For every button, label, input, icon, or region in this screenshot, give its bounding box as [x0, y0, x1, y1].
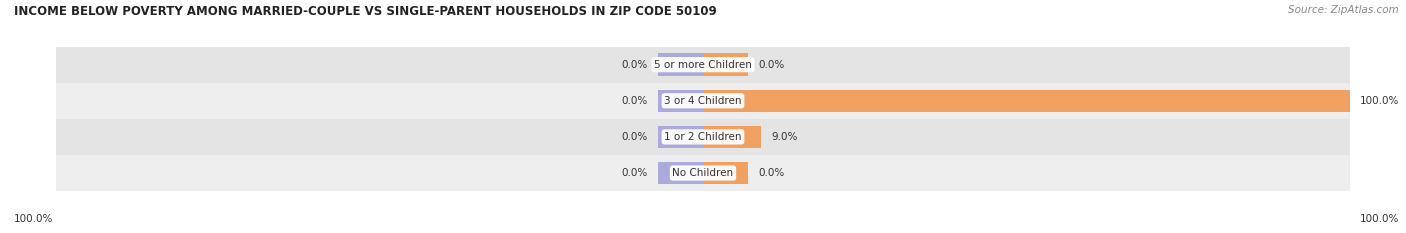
Text: Source: ZipAtlas.com: Source: ZipAtlas.com	[1288, 5, 1399, 15]
Text: 0.0%: 0.0%	[758, 60, 785, 70]
Bar	[56, 47, 1350, 83]
Text: 0.0%: 0.0%	[621, 132, 648, 142]
Bar	[658, 162, 703, 184]
Bar	[703, 126, 761, 148]
Text: No Children: No Children	[672, 168, 734, 178]
Text: 9.0%: 9.0%	[770, 132, 797, 142]
Text: 0.0%: 0.0%	[758, 168, 785, 178]
Text: 100.0%: 100.0%	[1360, 96, 1399, 106]
Text: 1 or 2 Children: 1 or 2 Children	[664, 132, 742, 142]
Text: 0.0%: 0.0%	[621, 60, 648, 70]
Text: 0.0%: 0.0%	[621, 168, 648, 178]
Text: 100.0%: 100.0%	[1360, 214, 1399, 224]
Bar	[703, 53, 748, 76]
Bar	[658, 53, 703, 76]
Text: 5 or more Children: 5 or more Children	[654, 60, 752, 70]
Text: 3 or 4 Children: 3 or 4 Children	[664, 96, 742, 106]
Bar	[703, 89, 1350, 112]
Text: INCOME BELOW POVERTY AMONG MARRIED-COUPLE VS SINGLE-PARENT HOUSEHOLDS IN ZIP COD: INCOME BELOW POVERTY AMONG MARRIED-COUPL…	[14, 5, 717, 18]
Bar	[658, 89, 703, 112]
Bar	[703, 162, 748, 184]
Bar	[56, 155, 1350, 191]
Text: 0.0%: 0.0%	[621, 96, 648, 106]
Text: 100.0%: 100.0%	[14, 214, 53, 224]
Bar	[56, 119, 1350, 155]
Bar	[658, 126, 703, 148]
Bar	[56, 83, 1350, 119]
